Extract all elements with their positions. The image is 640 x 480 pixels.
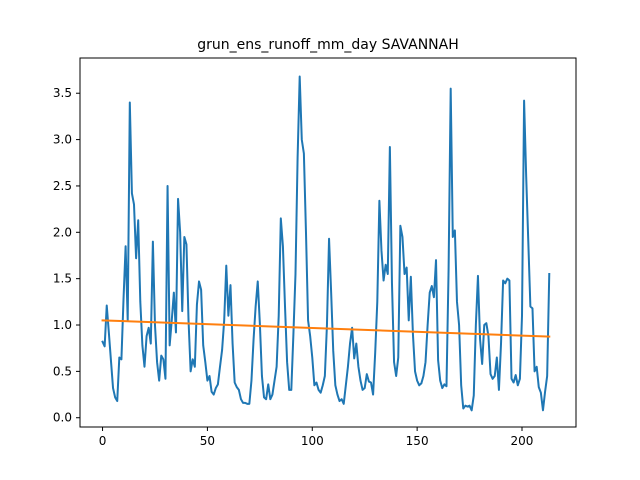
trend-series-line (101, 319, 551, 338)
x-tick-label: 50 (200, 434, 215, 448)
chart-title: grun_ens_runoff_mm_day SAVANNAH (197, 37, 459, 53)
y-tick-label: 3.0 (53, 133, 72, 147)
y-tick-label: 0.5 (53, 364, 72, 378)
y-tick-label: 2.5 (53, 179, 72, 193)
runoff-series-line (101, 75, 551, 412)
axes-frame (79, 57, 577, 428)
y-tick-label: 2.0 (53, 225, 72, 239)
y-tick-label: 1.0 (53, 318, 72, 332)
x-tick-label: 200 (511, 434, 534, 448)
x-tick-label: 100 (301, 434, 324, 448)
y-tick-label: 1.5 (53, 272, 72, 286)
y-tick-label: 3.5 (53, 86, 72, 100)
x-tick-label: 150 (406, 434, 429, 448)
y-tick-label: 0.0 (53, 411, 72, 425)
plot-area: 0 50 100 150 200 0.0 0.5 1.0 1.5 2.0 2.5 3.0 3.5 (53, 57, 577, 448)
x-tick-label: 0 (99, 434, 107, 448)
